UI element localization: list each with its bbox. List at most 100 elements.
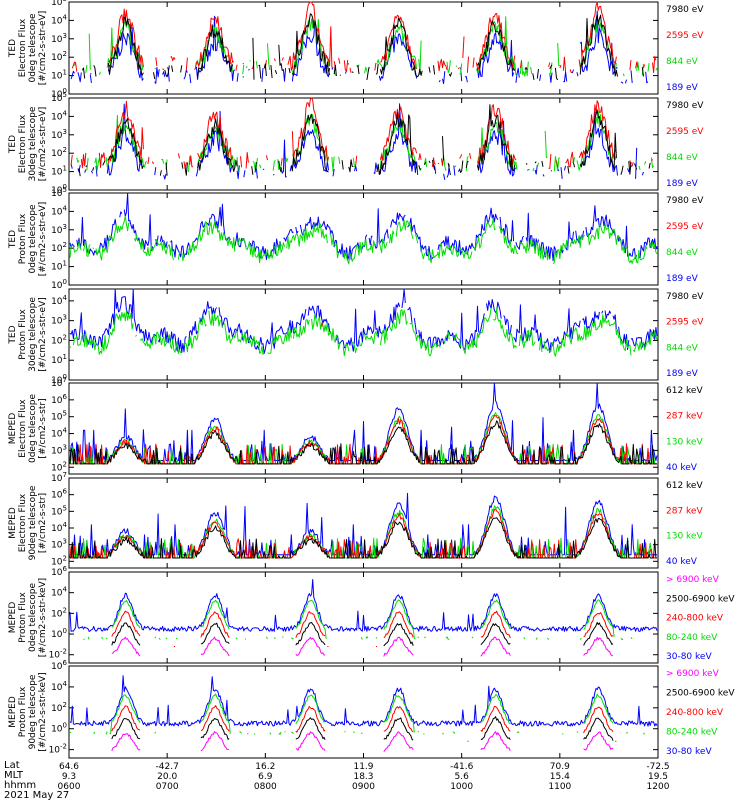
x-tick-label-lat: 11.9 xyxy=(353,762,373,772)
series-line xyxy=(69,215,658,265)
x-tick-label-lat: -42.7 xyxy=(156,762,179,772)
legend-entry: > 6900 keV xyxy=(666,575,720,585)
y-axis-label: TED xyxy=(8,39,18,58)
y-tick-label: 106 xyxy=(51,565,67,578)
y-tick-label: 104 xyxy=(51,521,67,534)
y-axis-label: [#/cm2-s-str] xyxy=(38,398,48,458)
series-line xyxy=(69,579,658,632)
y-axis-label: Proton Flux xyxy=(18,686,28,737)
legend-entry: 2595 eV xyxy=(666,127,704,137)
panel-frame xyxy=(68,1,659,95)
series-line xyxy=(111,636,614,657)
y-tick-label: 102 xyxy=(51,460,67,473)
y-tick-label: 101 xyxy=(51,165,67,178)
y-tick-label: 106 xyxy=(51,393,67,406)
legend-entry: 844 eV xyxy=(666,153,699,163)
y-tick-label: 100 xyxy=(51,87,67,100)
y-tick-label: 10-2 xyxy=(49,743,67,756)
x-tick-label-mlt: 19.5 xyxy=(648,772,668,782)
legend-entry: 130 keV xyxy=(666,437,703,447)
y-tick-label: 105 xyxy=(51,504,67,517)
y-tick-label: 102 xyxy=(51,606,67,619)
x-tick-label-hhmm: 1000 xyxy=(450,782,473,792)
x-tick-label-hhmm: 0900 xyxy=(352,782,375,792)
y-tick-label: 100 xyxy=(51,278,67,291)
series-line xyxy=(69,420,657,465)
legend-entry: 7980 eV xyxy=(666,196,704,206)
y-axis-label: MEPED xyxy=(8,413,18,445)
panel-frame xyxy=(68,97,659,191)
y-axis-label: [#/cm2-s-str-eV] xyxy=(38,202,48,277)
legend-entry: 612 keV xyxy=(666,481,703,491)
y-tick-label: 104 xyxy=(51,13,67,26)
legend-entry: 2595 eV xyxy=(666,318,704,328)
x-tick-label-lat: 16.2 xyxy=(255,762,275,772)
x-tick-label-mlt: 20.0 xyxy=(157,772,177,782)
y-tick-label: 103 xyxy=(51,128,67,141)
x-tick-label-lat: 64.6 xyxy=(59,762,79,772)
y-axis-label: Electron Flux xyxy=(18,114,28,173)
legend-entry: 612 keV xyxy=(666,386,703,396)
legend-entry: 240-800 keV xyxy=(666,708,724,718)
y-tick-label: 103 xyxy=(51,538,67,551)
y-axis-label: TED xyxy=(8,325,18,344)
y-axis-label: Electron Flux xyxy=(18,18,28,77)
x-tick-label-hhmm: 0600 xyxy=(58,782,81,792)
series-line xyxy=(111,731,614,752)
series-line xyxy=(71,98,655,169)
x-tick-label-mlt: 5.6 xyxy=(455,772,470,782)
y-tick-label: 107 xyxy=(51,376,67,389)
y-tick-label: 104 xyxy=(51,204,67,217)
y-tick-label: 103 xyxy=(51,32,67,45)
y-axis-label: [#/cm2-s-str-eV] xyxy=(38,107,48,182)
y-tick-label: 105 xyxy=(51,410,67,423)
legend-entry: 7980 eV xyxy=(666,101,704,111)
legend-entry: 30-80 keV xyxy=(666,747,712,757)
y-tick-label: 102 xyxy=(51,333,67,346)
y-axis-label: MEPED xyxy=(8,602,18,634)
y-tick-label: 105 xyxy=(51,0,67,8)
y-tick-label: 104 xyxy=(51,586,67,599)
legend-entry: 189 eV xyxy=(666,274,699,284)
y-axis-label: MEPED xyxy=(8,696,18,728)
y-axis-label: TED xyxy=(8,135,18,154)
y-axis-label: Electron Flux xyxy=(18,493,28,552)
y-axis-label: [#/cm2-s-str-keV] xyxy=(38,672,48,751)
y-tick-label: 107 xyxy=(51,471,67,484)
legend-entry: 40 keV xyxy=(666,463,698,473)
y-axis-label: 30deg telescope xyxy=(28,106,38,181)
series-line xyxy=(77,112,656,172)
legend-entry: 7980 eV xyxy=(666,5,704,15)
x-tick-label-hhmm: 0800 xyxy=(254,782,277,792)
y-tick-label: 101 xyxy=(51,260,67,273)
x-tick-label-lat: -41.6 xyxy=(450,762,474,772)
x-axis-row-label-mlt: MLT xyxy=(4,770,23,781)
y-tick-label: 10-2 xyxy=(49,648,67,661)
x-tick-label-mlt: 9.3 xyxy=(62,772,76,782)
legend-entry: 844 eV xyxy=(666,57,699,67)
x-tick-label-lat: 70.9 xyxy=(550,762,570,772)
series-line xyxy=(112,611,649,646)
y-tick-label: 105 xyxy=(51,186,67,199)
series-line xyxy=(70,492,657,558)
legend-entry: 2500-6900 keV xyxy=(666,594,735,604)
y-tick-label: 104 xyxy=(51,109,67,122)
x-tick-label-mlt: 6.9 xyxy=(258,772,273,782)
legend-entry: > 6900 keV xyxy=(666,669,720,679)
y-axis-label: Proton Flux xyxy=(18,213,28,264)
x-tick-label-hhmm: 1200 xyxy=(647,782,670,792)
x-tick-label-lat: -72.5 xyxy=(646,762,669,772)
y-tick-label: 101 xyxy=(51,69,67,82)
y-axis-label: [#/cm2-s-str-eV] xyxy=(38,11,48,86)
y-axis-label: MEPED xyxy=(8,507,18,539)
y-tick-label: 104 xyxy=(51,294,67,307)
y-tick-label: 104 xyxy=(51,680,67,693)
legend-entry: 40 keV xyxy=(666,557,698,567)
y-axis-label: [#/cm2-s-str] xyxy=(38,493,48,553)
y-axis-label: 30deg telescope xyxy=(28,297,38,372)
legend-entry: 189 eV xyxy=(666,369,699,379)
date-label: 2021 May 27 xyxy=(4,790,70,801)
y-axis-label: TED xyxy=(8,230,18,249)
x-tick-label-mlt: 18.3 xyxy=(353,772,373,782)
y-tick-label: 104 xyxy=(51,427,67,440)
